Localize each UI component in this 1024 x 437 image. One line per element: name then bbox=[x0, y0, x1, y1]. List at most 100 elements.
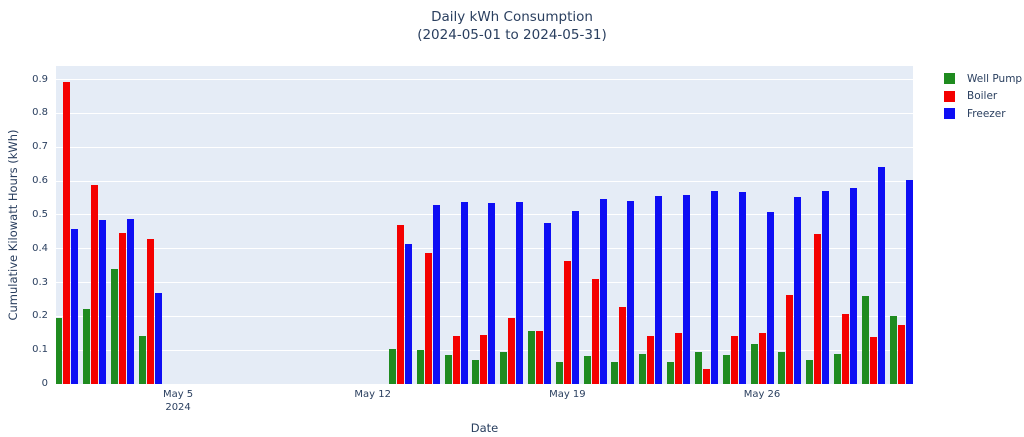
bar-well-pump-may-13 bbox=[389, 349, 397, 384]
y-tick-0.7: 0.7 bbox=[32, 141, 48, 153]
bar-well-pump-may-3 bbox=[110, 268, 118, 384]
bar-boiler-may-2 bbox=[91, 185, 99, 384]
bar-well-pump-may-29 bbox=[833, 353, 841, 384]
bar-well-pump-may-21 bbox=[611, 362, 619, 384]
bar-freezer-may-30 bbox=[877, 167, 885, 384]
bar-boiler-may-23 bbox=[675, 333, 683, 384]
bar-boiler-may-27 bbox=[786, 295, 794, 384]
bar-boiler-may-31 bbox=[897, 325, 905, 384]
bar-well-pump-may-16 bbox=[472, 359, 480, 384]
bar-freezer-may-21 bbox=[627, 200, 635, 384]
bar-well-pump-may-15 bbox=[444, 355, 452, 384]
bar-boiler-may-28 bbox=[814, 234, 822, 384]
gridline-y-0.3 bbox=[56, 282, 913, 283]
x-tick-may-19: May 19 bbox=[549, 389, 586, 400]
x-tick-may-5: May 5 bbox=[162, 389, 194, 400]
legend-item-boiler[interactable]: Boiler bbox=[944, 88, 1022, 106]
bar-freezer-may-29 bbox=[849, 188, 857, 384]
bar-boiler-may-26 bbox=[758, 332, 766, 384]
bar-well-pump-may-4 bbox=[138, 335, 146, 384]
y-tick-0.8: 0.8 bbox=[32, 107, 48, 119]
legend-swatch-freezer-icon bbox=[944, 108, 955, 120]
bar-freezer-may-18 bbox=[544, 222, 552, 384]
y-axis-title: Cumulative Kilowatt Hours (kWh) bbox=[6, 129, 20, 321]
bar-boiler-may-15 bbox=[452, 335, 460, 384]
bar-well-pump-may-22 bbox=[639, 353, 647, 384]
bar-well-pump-may-19 bbox=[555, 362, 563, 384]
y-tick-0.6: 0.6 bbox=[32, 175, 48, 187]
bar-well-pump-may-20 bbox=[583, 356, 591, 384]
gridline-y-0.8 bbox=[56, 112, 913, 114]
y-tick-0.2: 0.2 bbox=[32, 310, 48, 322]
bar-freezer-may-22 bbox=[655, 195, 663, 384]
bar-boiler-may-21 bbox=[619, 306, 627, 384]
bar-boiler-may-4 bbox=[146, 239, 154, 384]
bar-boiler-may-1 bbox=[63, 81, 71, 384]
bar-boiler-may-3 bbox=[118, 232, 126, 384]
x-tick-may-26: May 26 bbox=[743, 389, 781, 400]
gridline-y-0.7 bbox=[56, 146, 913, 148]
bar-freezer-may-28 bbox=[822, 191, 830, 384]
bar-freezer-may-26 bbox=[766, 212, 774, 384]
bar-boiler-may-20 bbox=[591, 278, 599, 384]
gridline-y-0.9 bbox=[56, 79, 913, 81]
bar-well-pump-may-18 bbox=[528, 331, 536, 384]
bar-freezer-may-17 bbox=[516, 202, 524, 384]
bar-freezer-may-13 bbox=[405, 243, 413, 384]
bar-boiler-may-17 bbox=[508, 317, 516, 384]
bar-freezer-may-31 bbox=[905, 180, 913, 384]
bar-freezer-may-4 bbox=[154, 293, 162, 384]
x-tick-year-2024: 2024 bbox=[165, 402, 191, 413]
y-tick-0.4: 0.4 bbox=[32, 242, 48, 254]
bar-well-pump-may-25 bbox=[722, 355, 730, 384]
legend-label-freezer: Freezer bbox=[967, 107, 1006, 120]
bar-well-pump-may-24 bbox=[694, 352, 702, 384]
bar-freezer-may-1 bbox=[71, 229, 79, 384]
bar-freezer-may-15 bbox=[460, 201, 468, 384]
legend-swatch-boiler-icon bbox=[944, 90, 955, 102]
bar-well-pump-may-1 bbox=[56, 318, 63, 384]
legend-item-freezer[interactable]: Freezer bbox=[944, 105, 1022, 123]
bar-well-pump-may-14 bbox=[416, 350, 424, 384]
bar-boiler-may-24 bbox=[702, 368, 710, 384]
legend: Well Pump Boiler Freezer bbox=[944, 70, 1022, 123]
bar-freezer-may-16 bbox=[488, 203, 496, 384]
legend-item-well-pump[interactable]: Well Pump bbox=[944, 70, 1022, 88]
y-tick-0: 0 bbox=[41, 378, 48, 389]
bar-boiler-may-14 bbox=[424, 253, 432, 384]
chart-title: Daily kWh Consumption bbox=[431, 9, 593, 25]
bar-well-pump-may-31 bbox=[889, 316, 897, 384]
bar-boiler-may-25 bbox=[730, 336, 738, 384]
bar-freezer-may-3 bbox=[126, 219, 134, 384]
bar-well-pump-may-28 bbox=[806, 359, 814, 384]
bar-boiler-may-19 bbox=[563, 260, 571, 384]
y-tick-0.9: 0.9 bbox=[32, 73, 48, 85]
y-tick-0.3: 0.3 bbox=[32, 276, 48, 288]
bar-freezer-may-25 bbox=[738, 191, 746, 384]
bar-boiler-may-29 bbox=[841, 313, 849, 384]
bar-well-pump-may-23 bbox=[667, 362, 675, 384]
y-tick-0.1: 0.1 bbox=[32, 344, 48, 356]
x-axis-title: Date bbox=[470, 421, 499, 435]
bar-freezer-may-19 bbox=[571, 210, 579, 384]
gridline-y-0.5 bbox=[56, 214, 913, 216]
y-tick-0.5: 0.5 bbox=[32, 208, 48, 220]
plot-area[interactable] bbox=[56, 66, 913, 384]
bar-boiler-may-16 bbox=[480, 334, 488, 384]
bar-freezer-may-14 bbox=[432, 205, 440, 384]
legend-label-boiler: Boiler bbox=[967, 90, 998, 103]
gridline-y-0.6 bbox=[56, 180, 913, 182]
legend-swatch-well-pump-icon bbox=[944, 73, 955, 85]
bar-boiler-may-22 bbox=[647, 336, 655, 384]
bar-well-pump-may-26 bbox=[750, 344, 758, 384]
gridline-y-0.2 bbox=[56, 315, 913, 317]
bar-well-pump-may-2 bbox=[83, 309, 91, 384]
bar-boiler-may-18 bbox=[536, 330, 544, 384]
bar-boiler-may-30 bbox=[869, 336, 877, 384]
bar-freezer-may-24 bbox=[710, 190, 718, 384]
bar-well-pump-may-27 bbox=[778, 352, 786, 384]
bar-freezer-may-27 bbox=[794, 197, 802, 384]
bar-freezer-may-2 bbox=[99, 219, 107, 384]
bar-boiler-may-13 bbox=[397, 225, 405, 384]
